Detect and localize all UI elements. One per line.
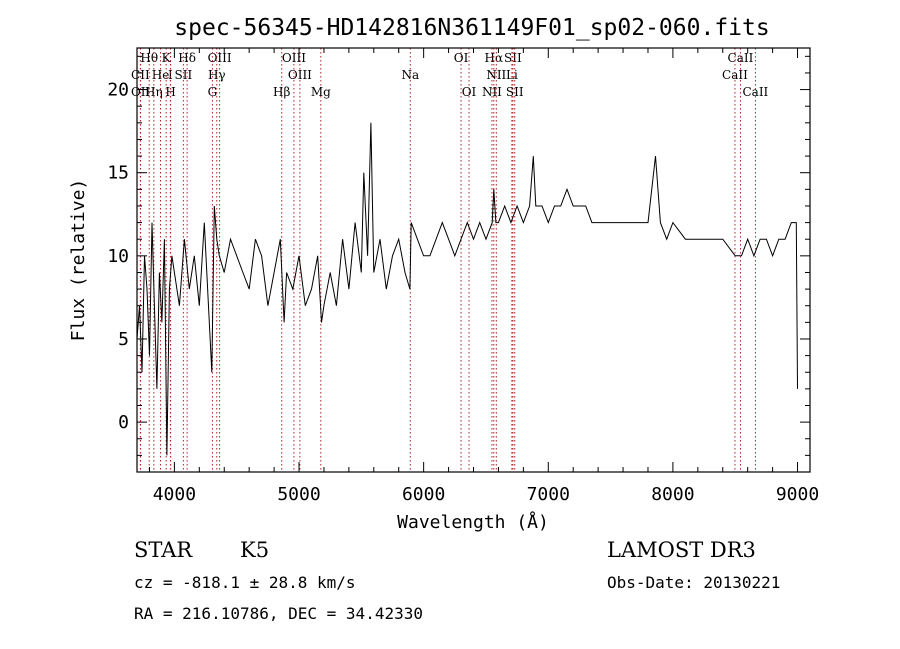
line-marker-label: SII [175, 68, 193, 82]
x-tick-label: 6000 [402, 484, 445, 505]
object-subclass: K5 [240, 538, 270, 562]
y-tick-label: 15 [107, 163, 129, 184]
line-marker-label: Hα [485, 51, 504, 65]
y-tick-label: 5 [118, 329, 129, 350]
line-marker-label: Mg [311, 85, 331, 99]
spectrum-line [136, 122, 798, 456]
survey-name: LAMOST DR3 [607, 538, 756, 562]
chart-title: spec-56345-HD142816N361149F01_sp02-060.f… [174, 15, 769, 41]
x-tick-label: 4000 [153, 484, 196, 505]
redshift-velocity: cz = -818.1 ± 28.8 km/s [134, 573, 356, 592]
line-marker-label: Hβ [273, 85, 290, 99]
line-marker-label: K [162, 51, 172, 65]
line-marker-label: CaII [728, 51, 754, 65]
line-marker-label: Hδ [178, 51, 196, 65]
plot-frame [136, 47, 811, 473]
line-marker-label: NII [486, 68, 506, 82]
line-marker-label: Na [401, 68, 419, 82]
line-marker-label: CaII [722, 68, 748, 82]
line-marker-label: OIII [282, 51, 306, 65]
line-marker-label: He [152, 68, 170, 82]
object-class: STAR [134, 538, 193, 562]
line-marker-label: SII [504, 51, 522, 65]
x-tick-label: 8000 [651, 484, 694, 505]
coordinates: RA = 216.10786, DEC = 34.42330 [134, 604, 423, 623]
x-tick-label: 7000 [527, 484, 570, 505]
y-tick-label: 20 [107, 80, 129, 101]
line-marker-label: OIII [208, 51, 232, 65]
x-axis-label: Wavelength (Å) [397, 511, 549, 533]
line-marker-label: Hη [145, 85, 163, 99]
line-marker-label: Hγ [208, 68, 226, 82]
x-tick-label: 9000 [776, 484, 819, 505]
line-marker-label: Li [506, 68, 518, 82]
line-marker-label: Hθ [140, 51, 158, 65]
y-tick-label: 10 [107, 246, 129, 267]
line-marker-label: OI [462, 85, 477, 99]
line-marker-label: I [168, 68, 173, 82]
line-marker-label: OI [454, 51, 469, 65]
y-axis-label: Flux (relative) [68, 179, 89, 342]
line-marker-label: G [208, 85, 218, 99]
line-marker-label: OII [131, 85, 151, 99]
line-marker-label: CaII [742, 85, 768, 99]
observation-date: Obs-Date: 20130221 [607, 573, 781, 592]
x-tick-label: 5000 [277, 484, 320, 505]
line-marker-label: OIII [288, 68, 312, 82]
line-marker-label: NII [482, 85, 502, 99]
line-marker-label: CII [131, 68, 150, 82]
line-marker-label: H [165, 85, 175, 99]
line-marker-label: SII [506, 85, 524, 99]
y-tick-label: 0 [118, 412, 129, 433]
